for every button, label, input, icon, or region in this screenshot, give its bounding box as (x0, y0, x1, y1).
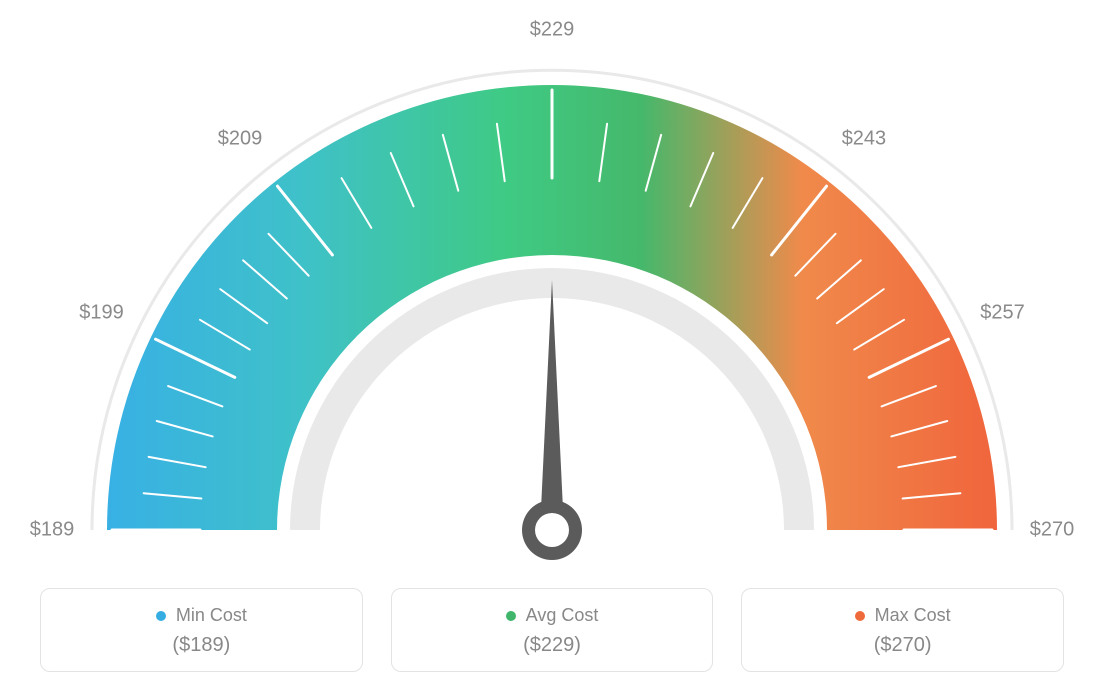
legend-label-line: Min Cost (53, 605, 350, 626)
gauge-svg (0, 0, 1104, 560)
legend-label-min: Min Cost (176, 605, 247, 626)
legend-label-max: Max Cost (875, 605, 951, 626)
gauge-tick-label: $270 (1030, 519, 1075, 542)
legend-dot-min (156, 611, 166, 621)
legend-card-avg: Avg Cost ($229) (391, 588, 714, 672)
legend-label-line: Max Cost (754, 605, 1051, 626)
gauge-tick-label: $229 (530, 19, 575, 42)
gauge-tick-label: $189 (30, 519, 75, 542)
legend-card-min: Min Cost ($189) (40, 588, 363, 672)
gauge-tick-label: $243 (842, 128, 887, 151)
legend-row: Min Cost ($189) Avg Cost ($229) Max Cost… (0, 588, 1104, 672)
legend-card-max: Max Cost ($270) (741, 588, 1064, 672)
legend-label-line: Avg Cost (404, 605, 701, 626)
gauge-needle (540, 280, 564, 530)
legend-dot-avg (506, 611, 516, 621)
gauge-tick-label: $209 (218, 128, 263, 151)
legend-value-avg: ($229) (404, 634, 701, 657)
legend-label-avg: Avg Cost (526, 605, 599, 626)
legend-value-max: ($270) (754, 634, 1051, 657)
gauge-tick-label: $199 (79, 302, 124, 325)
legend-value-min: ($189) (53, 634, 350, 657)
cost-gauge-chart: $189 $199 $209 $229 $243 $257 $270 (0, 0, 1104, 560)
gauge-tick-label: $257 (980, 302, 1025, 325)
legend-dot-max (855, 611, 865, 621)
